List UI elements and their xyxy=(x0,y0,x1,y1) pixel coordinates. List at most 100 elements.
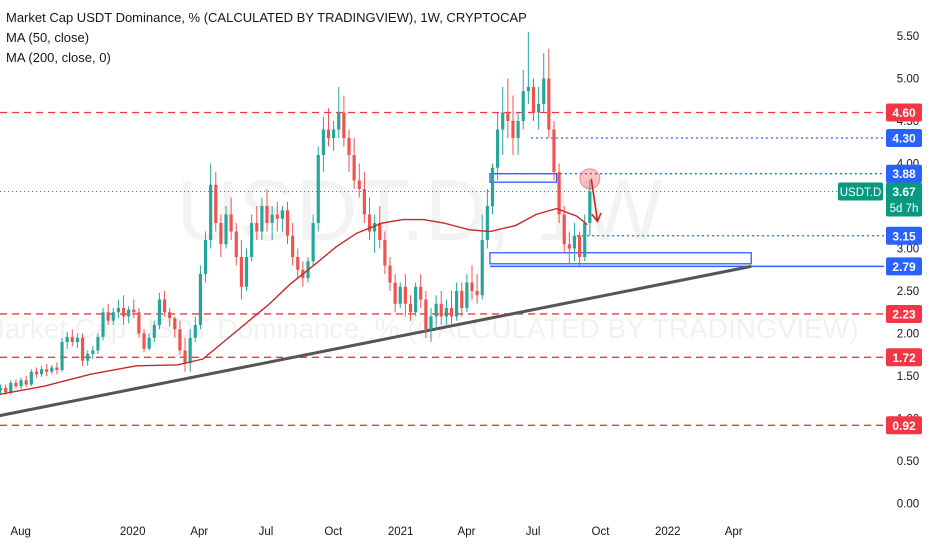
projection-arrow-head[interactable] xyxy=(591,212,602,223)
time-axis-bg[interactable] xyxy=(0,518,932,550)
indicator-ma-50[interactable]: MA (50, close) xyxy=(6,30,90,45)
price-tick-label: 2.00 xyxy=(897,329,919,341)
time-axis[interactable]: Aug 2020 Apr Jul Oct 2021 Apr Jul Oct 2022 Apr xyxy=(0,518,932,550)
candle-body-92 xyxy=(470,282,474,291)
level-badge-text-4.30: 4.30 xyxy=(892,132,916,146)
candle-body-45 xyxy=(229,214,233,232)
candle-body-94 xyxy=(480,240,484,296)
candle-body-18 xyxy=(91,350,95,354)
candle-body-0 xyxy=(0,387,3,391)
candle-body-51 xyxy=(260,206,264,232)
candle-body-106 xyxy=(542,78,546,104)
candle-body-32 xyxy=(162,299,167,313)
time-tick-label: Apr xyxy=(725,526,743,538)
candle-body-15 xyxy=(75,337,80,342)
candle-body-104 xyxy=(531,87,536,113)
candle-body-99 xyxy=(506,112,510,121)
highlight-circle[interactable] xyxy=(579,168,601,190)
level-badge-text-2.23: 2.23 xyxy=(892,307,916,321)
candle-body-22 xyxy=(111,312,115,321)
candle-body-30 xyxy=(152,325,156,338)
candle-body-68 xyxy=(347,138,351,155)
price-tick-label: 5.00 xyxy=(897,74,919,86)
watermark-symbol: USDT.D, 1W xyxy=(176,163,663,259)
candle-body-8 xyxy=(39,369,44,375)
candle-body-55 xyxy=(280,210,284,219)
level-badge-3.88 xyxy=(886,164,922,183)
candle-body-71 xyxy=(362,189,366,215)
price-badges: 4.60 2.23 1.72 0.92 4.30 3.88 3.15 2.79 USDT.D 3.… xyxy=(0,103,922,435)
candle-body-35 xyxy=(178,329,182,351)
trendline-line[interactable] xyxy=(0,264,752,418)
candle-body-52 xyxy=(265,206,269,223)
candle-body-76 xyxy=(388,265,392,283)
candle-body-111 xyxy=(567,244,571,249)
countdown-text: 5d 7h xyxy=(890,203,919,215)
candle-body-36 xyxy=(183,350,187,364)
time-tick-label: 2020 xyxy=(120,526,146,538)
candle-body-54 xyxy=(275,214,279,219)
level-badge-3.15 xyxy=(886,226,922,245)
level-badge-text-1.72: 1.72 xyxy=(892,351,916,365)
ma-50-line xyxy=(0,207,588,396)
time-tick-label: Apr xyxy=(458,526,476,538)
level-badge-0.92 xyxy=(886,416,922,435)
time-tick-label: Oct xyxy=(592,526,611,538)
candle-body-113 xyxy=(578,235,582,257)
legend: Market Cap USDT Dominance, % (CALCULATED… xyxy=(6,8,527,68)
time-tick-label: Aug xyxy=(10,526,30,538)
candle-body-25 xyxy=(127,309,131,317)
time-tick-label: Jul xyxy=(526,526,541,538)
candle-body-57 xyxy=(291,235,295,257)
level-badge-2.79 xyxy=(886,257,922,276)
candle-body-70 xyxy=(357,180,361,189)
price-axis[interactable]: 0.000.501.001.502.002.503.003.504.004.50… xyxy=(884,0,932,525)
annotations[interactable] xyxy=(579,168,602,223)
candle-body-84 xyxy=(429,316,433,330)
candle-body-93 xyxy=(475,291,479,296)
level-badge-text-2.79: 2.79 xyxy=(892,260,916,274)
candle-body-108 xyxy=(552,129,556,172)
trendline[interactable] xyxy=(0,264,752,418)
level-badge-4.60 xyxy=(886,103,922,122)
candle-body-102 xyxy=(521,91,525,121)
candle-body-33 xyxy=(168,312,172,319)
candle-body-100 xyxy=(511,121,515,138)
candle-body-31 xyxy=(157,299,162,325)
candle-body-7 xyxy=(34,371,39,375)
level-badge-4.30 xyxy=(886,129,922,147)
candle-body-82 xyxy=(419,286,423,300)
candle-body-10 xyxy=(50,367,54,372)
level-badge-text-3.15: 3.15 xyxy=(892,229,916,243)
moving-average xyxy=(0,207,588,396)
candle-body-79 xyxy=(403,286,407,304)
current-price-badge xyxy=(886,182,922,217)
candle-body-34 xyxy=(173,318,177,330)
candle-body-4 xyxy=(19,380,23,387)
candle-body-65 xyxy=(332,129,336,138)
indicator-ma-200[interactable]: MA (200, close, 0) xyxy=(6,50,111,65)
candle-body-40 xyxy=(203,240,208,274)
level-badge-1.72 xyxy=(886,348,922,367)
candle-body-83 xyxy=(424,299,428,330)
chart-title: Market Cap USDT Dominance, % (CALCULATED… xyxy=(6,10,527,25)
candle-body-17 xyxy=(86,353,90,361)
candle-body-42 xyxy=(214,184,218,223)
time-tick-label: Oct xyxy=(324,526,343,538)
candle-body-85 xyxy=(434,303,438,317)
zone-box-1[interactable] xyxy=(489,252,752,265)
candle-body-20 xyxy=(101,312,105,337)
candle-body-69 xyxy=(352,155,356,181)
current-price-text: 3.67 xyxy=(892,185,916,199)
projection-arrow-shaft[interactable] xyxy=(590,178,599,222)
candle-body-56 xyxy=(285,210,290,236)
candle-body-90 xyxy=(460,291,464,308)
zone-box-0[interactable] xyxy=(489,173,558,183)
price-tick-label: 2.50 xyxy=(897,286,919,298)
time-tick-label: 2021 xyxy=(388,526,414,538)
candle-body-88 xyxy=(449,308,454,317)
candle-body-21 xyxy=(106,312,110,321)
candle-body-81 xyxy=(414,286,418,313)
level-badge-text-0.92: 0.92 xyxy=(892,419,916,433)
